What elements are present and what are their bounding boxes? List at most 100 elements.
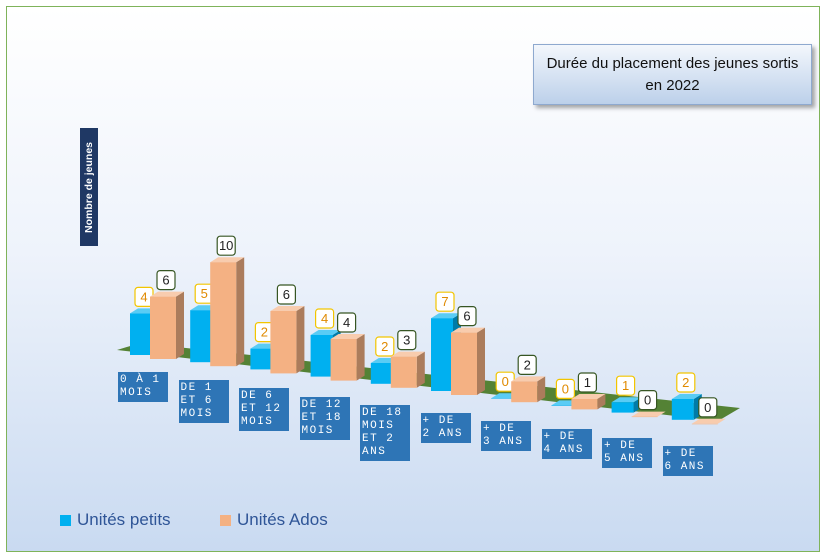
value-label: 10 <box>219 238 233 253</box>
bar-front <box>130 313 152 355</box>
x-tick-label: + DE 4 ANS <box>541 429 592 460</box>
bar <box>611 397 642 413</box>
bar-front <box>390 356 417 388</box>
bar-top <box>210 257 245 263</box>
bar-front <box>551 405 574 406</box>
bar <box>330 334 365 381</box>
bar-top <box>270 306 305 311</box>
bar-top <box>330 334 365 339</box>
value-label: 2 <box>524 357 531 372</box>
value-label-box <box>577 372 598 393</box>
legend-label: Unités petits <box>77 510 171 529</box>
x-tick-label: + DE 6 ANS <box>662 445 713 476</box>
value-label: 6 <box>162 273 169 288</box>
value-label-box <box>517 354 537 375</box>
bar-top <box>451 327 485 333</box>
bar-top <box>571 394 606 399</box>
bar-side <box>176 291 184 359</box>
bar-side <box>416 351 425 388</box>
value-label: 6 <box>463 309 470 324</box>
bar <box>210 257 245 367</box>
bar-front <box>631 416 658 418</box>
value-label: 0 <box>644 393 651 408</box>
legend-item: Unités petits <box>60 510 171 530</box>
bar-front <box>270 311 297 374</box>
bar <box>511 376 546 403</box>
bar-top <box>150 291 184 297</box>
value-label-box <box>216 235 236 256</box>
x-tick-label: DE 18 MOIS ET 2 ANS <box>360 404 410 461</box>
value-label: 1 <box>622 378 629 393</box>
x-tick-label: DE 6 ET 12 MOIS <box>239 388 289 432</box>
value-label: 4 <box>321 311 328 326</box>
value-label-box <box>555 378 576 399</box>
bar <box>631 411 666 418</box>
bar-side <box>597 394 606 410</box>
bar-front <box>330 339 357 381</box>
bar-front <box>431 318 453 391</box>
bar-side <box>477 327 485 395</box>
value-label-box <box>457 306 477 327</box>
bar-top <box>390 351 425 357</box>
value-label: 4 <box>343 315 350 330</box>
value-label: 2 <box>261 325 268 340</box>
bar-top <box>511 376 546 382</box>
bar-top <box>691 418 726 424</box>
value-label-box <box>397 330 417 351</box>
bar-top <box>310 330 341 335</box>
legend-swatch <box>60 514 71 526</box>
value-label-box <box>698 397 718 418</box>
bar <box>150 291 184 359</box>
bar <box>691 418 726 425</box>
bar-front <box>671 399 694 420</box>
x-tick-label: + DE 5 ANS <box>602 437 652 468</box>
value-label-box <box>337 312 357 333</box>
bar-top <box>671 394 702 399</box>
bar-top <box>431 313 461 319</box>
bar-front <box>451 332 477 395</box>
bar-side <box>537 376 546 403</box>
value-label: 1 <box>584 375 591 390</box>
value-label: 2 <box>682 375 689 390</box>
value-label: 0 <box>502 374 509 389</box>
bar-front <box>310 335 333 377</box>
value-label: 0 <box>704 400 711 415</box>
bar <box>270 306 305 374</box>
bar-side <box>296 306 305 374</box>
bar-front <box>250 348 273 370</box>
value-label-box <box>315 308 335 329</box>
chart-title: Durée du placement des jeunes sortis en … <box>533 44 812 105</box>
x-tick-label: 0 À 1 MOIS <box>118 372 168 402</box>
value-label: 6 <box>283 287 290 302</box>
x-tick-label: DE 12 ET 18 MOIS <box>299 396 350 440</box>
value-label: 3 <box>403 333 410 348</box>
value-label: 7 <box>441 294 448 309</box>
bar-side <box>356 334 365 381</box>
bar-top <box>631 411 666 417</box>
bar-front <box>491 398 514 399</box>
bar <box>451 327 485 395</box>
value-label-box <box>276 284 296 305</box>
bar <box>390 351 425 388</box>
legend-label: Unités Ados <box>237 510 328 529</box>
bar-front <box>571 399 598 410</box>
bar-side <box>236 257 245 367</box>
bar-front <box>190 310 213 363</box>
bar-front <box>150 296 176 359</box>
bar <box>671 394 702 420</box>
bar <box>571 394 606 410</box>
value-label-box <box>156 270 176 291</box>
y-axis-label: Nombre de jeunes <box>80 128 98 246</box>
x-tick-label: + DE 3 ANS <box>481 421 531 452</box>
value-label-box <box>637 390 658 411</box>
bar-front <box>611 402 634 413</box>
value-label-box <box>375 336 395 357</box>
legend-item: Unités Ados <box>220 510 328 530</box>
x-tick-label: DE 1 ET 6 MOIS <box>178 380 229 424</box>
value-label-box <box>615 375 636 396</box>
bar-front <box>210 262 237 367</box>
x-tick-label: + DE 2 ANS <box>420 413 471 443</box>
bar-top <box>611 397 642 403</box>
value-label: 5 <box>201 286 208 301</box>
